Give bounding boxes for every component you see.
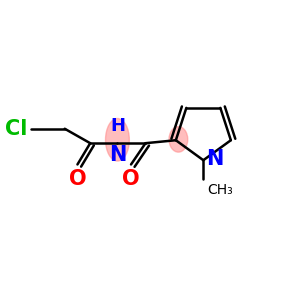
Text: CH₃: CH₃ [208,183,233,197]
Text: O: O [69,169,86,189]
Text: Cl: Cl [5,119,27,139]
Text: N: N [206,149,223,170]
Text: H: H [110,117,125,135]
Text: O: O [122,169,140,189]
Text: N: N [109,145,126,165]
Ellipse shape [106,118,129,161]
Ellipse shape [169,127,188,152]
